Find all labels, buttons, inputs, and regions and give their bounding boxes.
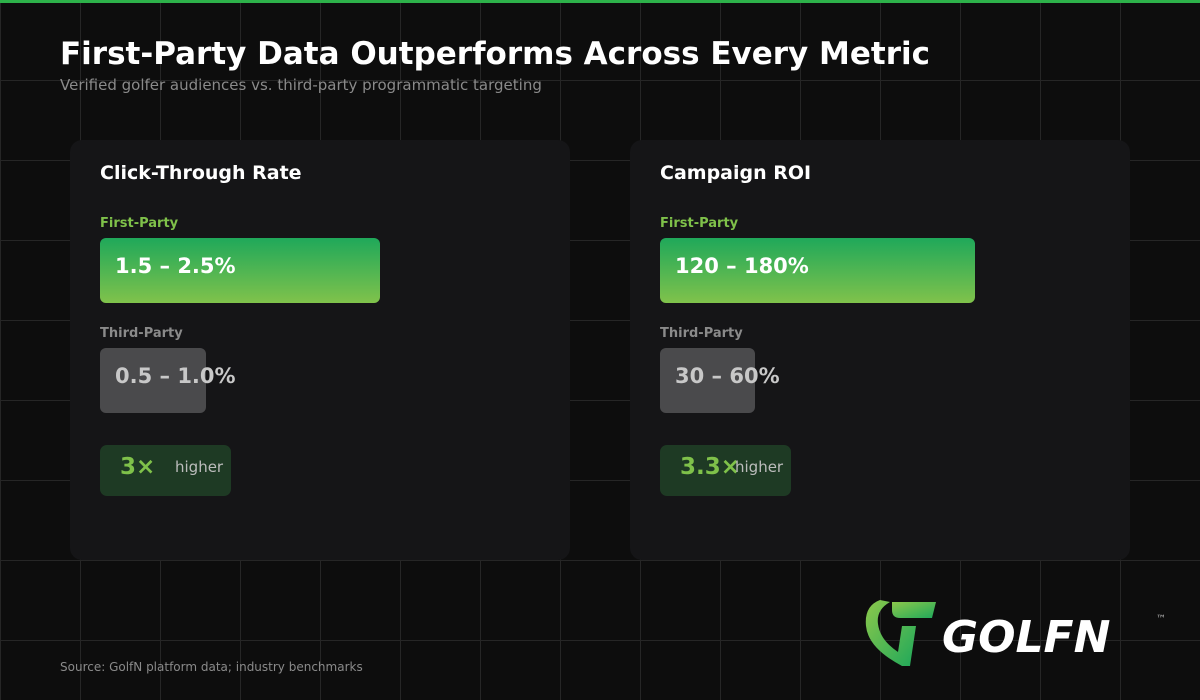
top-accent-bar (0, 0, 1200, 3)
third-party-label: Third-Party (100, 326, 183, 341)
first-party-value: 120 – 180% (675, 254, 809, 278)
first-party-bar (100, 238, 380, 303)
first-party-label: First-Party (100, 216, 179, 231)
first-party-label: First-Party (660, 216, 739, 231)
multiplier-suffix: higher (175, 458, 224, 476)
third-party-bar (100, 348, 206, 413)
third-party-bar (660, 348, 755, 413)
card-title: Click-Through Rate (100, 162, 302, 184)
page-subtitle: Verified golfer audiences vs. third-part… (60, 76, 542, 94)
trademark: ™ (1156, 614, 1166, 625)
golfn-logo: GOLFN ™ (865, 600, 1166, 666)
multiplier-value: 3× (120, 454, 156, 480)
multiplier-badge (660, 445, 791, 496)
card-click-through-rate: Click-Through Rate First-Party 1.5 – 2.5… (70, 140, 570, 560)
card-campaign-roi: Campaign ROI First-Party 120 – 180% Thir… (630, 140, 1130, 560)
multiplier-badge (100, 445, 231, 496)
source-note: Source: GolfN platform data; industry be… (60, 660, 363, 674)
logo-text: GOLFN (942, 612, 1110, 663)
page-title: First-Party Data Outperforms Across Ever… (60, 36, 931, 72)
third-party-value: 30 – 60% (675, 364, 780, 388)
third-party-value: 0.5 – 1.0% (115, 364, 236, 388)
card-title: Campaign ROI (660, 162, 812, 184)
first-party-value: 1.5 – 2.5% (115, 254, 236, 278)
multiplier-suffix: higher (735, 458, 784, 476)
first-party-bar (660, 238, 975, 303)
multiplier-value: 3.3× (680, 454, 741, 480)
third-party-label: Third-Party (660, 326, 743, 341)
